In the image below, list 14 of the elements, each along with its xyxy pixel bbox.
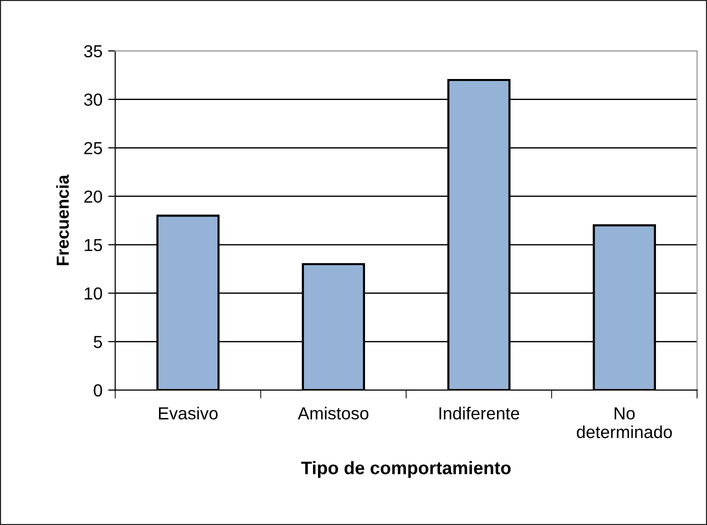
x-tick-label: Amistoso (298, 406, 368, 420)
y-tick-label: 10 (84, 287, 102, 300)
x-tick-label: Indiferente (439, 406, 520, 420)
y-tick-label: 30 (84, 94, 102, 106)
x-axis-title: Tipo de comportamiento (301, 461, 511, 478)
y-tick-label: 25 (84, 142, 102, 154)
x-tick-label: Evasivo (159, 406, 218, 420)
y-axis-title: Frecuencia (56, 174, 69, 266)
y-tick-label: 5 (94, 336, 102, 348)
y-tick-label: 35 (84, 45, 102, 58)
y-tick-label: 0 (94, 384, 102, 397)
x-tick-label: No determinado (576, 407, 672, 438)
y-tick-label: 15 (84, 239, 102, 252)
y-tick-label: 20 (84, 190, 102, 203)
